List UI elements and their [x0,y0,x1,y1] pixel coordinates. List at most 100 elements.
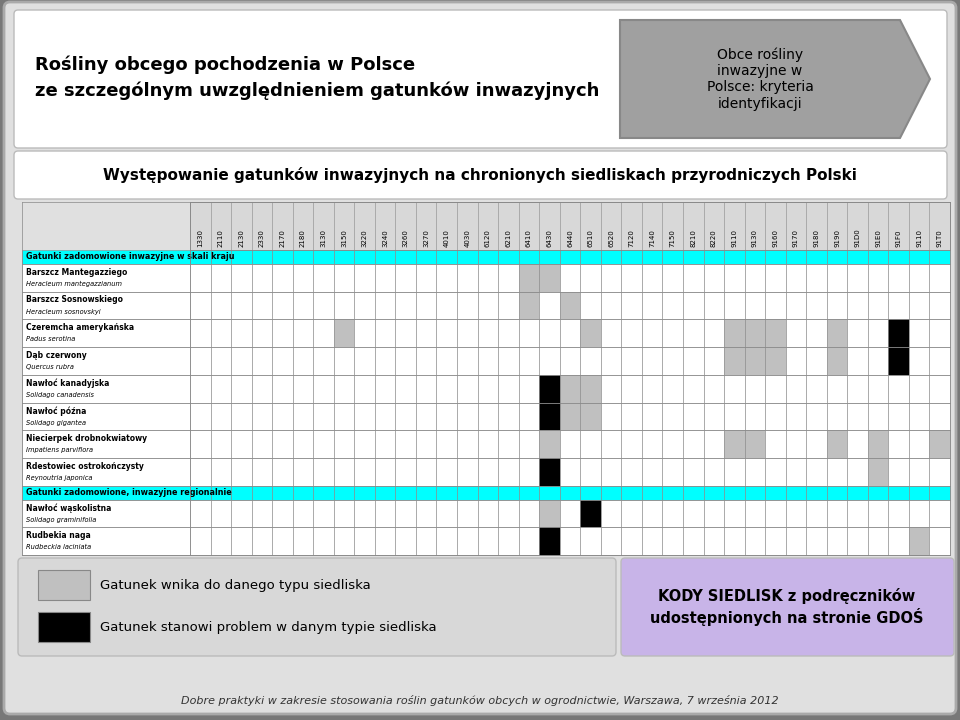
Bar [827,486,848,500]
Bar [765,431,785,458]
Bar [580,347,601,375]
Bar [909,319,929,347]
FancyBboxPatch shape [14,151,947,199]
Bar [662,527,683,555]
Bar [540,527,560,555]
Text: 91F0: 91F0 [896,230,901,247]
Bar [396,319,416,347]
Bar [190,347,210,375]
Bar [231,292,252,319]
Bar [724,402,745,431]
Bar [704,431,724,458]
Bar [252,486,273,500]
Bar [540,264,560,292]
Bar [848,347,868,375]
Text: 3130: 3130 [321,229,326,247]
Text: 3240: 3240 [382,229,388,247]
Bar [396,458,416,486]
Bar [210,500,231,527]
Bar [477,250,498,264]
Text: Rudbeckia laciniata: Rudbeckia laciniata [26,544,91,550]
Bar [293,375,313,402]
Bar [560,486,580,500]
Text: 6210: 6210 [505,229,512,247]
Bar [704,486,724,500]
Bar [662,264,683,292]
Text: 8220: 8220 [710,229,717,247]
Bar [848,402,868,431]
Bar [601,500,621,527]
Bar [827,375,848,402]
Text: 4010: 4010 [444,229,449,247]
Text: 8210: 8210 [690,229,696,247]
Bar [354,264,374,292]
Bar [416,486,437,500]
Bar [909,431,929,458]
Bar [477,527,498,555]
Bar [518,458,540,486]
Bar [273,250,293,264]
Text: 6430: 6430 [546,229,552,247]
Bar [396,500,416,527]
Bar [231,500,252,527]
Bar [806,375,827,402]
Text: 3260: 3260 [402,229,409,247]
Text: 9180: 9180 [813,229,820,247]
Bar [437,402,457,431]
Bar [477,431,498,458]
Bar [334,319,354,347]
Text: 91D0: 91D0 [854,228,860,247]
Bar [498,402,518,431]
Bar [868,292,888,319]
Bar [437,431,457,458]
Bar [888,319,909,347]
Bar [313,431,334,458]
Bar [560,402,580,431]
Bar [437,319,457,347]
Bar [273,458,293,486]
Bar [683,264,704,292]
Bar [313,527,334,555]
Bar [560,264,580,292]
Text: 6440: 6440 [567,229,573,247]
Bar [642,402,662,431]
Text: Dobre praktyki w zakresie stosowania roślin gatunków obcych w ogrodnictwie, Wars: Dobre praktyki w zakresie stosowania roś… [181,695,779,706]
Bar [704,375,724,402]
Bar [621,347,642,375]
Bar [293,250,313,264]
Bar [313,500,334,527]
Bar [210,486,231,500]
Bar [580,527,601,555]
FancyBboxPatch shape [14,10,947,148]
Bar [22,500,190,527]
Bar [293,347,313,375]
Bar [231,527,252,555]
Bar [929,375,950,402]
Bar [662,402,683,431]
Bar [601,347,621,375]
Bar [888,250,909,264]
Bar [662,486,683,500]
Bar [354,458,374,486]
Bar [560,527,580,555]
Bar [642,347,662,375]
Bar [888,500,909,527]
Bar [437,264,457,292]
Bar [396,375,416,402]
Bar [724,347,745,375]
Bar [416,319,437,347]
Text: Padus serotina: Padus serotina [26,336,75,342]
Bar [785,402,806,431]
FancyBboxPatch shape [4,2,956,714]
Bar [354,486,374,500]
Bar [313,319,334,347]
Bar [273,319,293,347]
Bar [416,292,437,319]
Bar [518,292,540,319]
Bar [806,431,827,458]
Bar [293,458,313,486]
Bar [374,347,396,375]
Bar [374,500,396,527]
Bar [374,292,396,319]
Bar [293,500,313,527]
